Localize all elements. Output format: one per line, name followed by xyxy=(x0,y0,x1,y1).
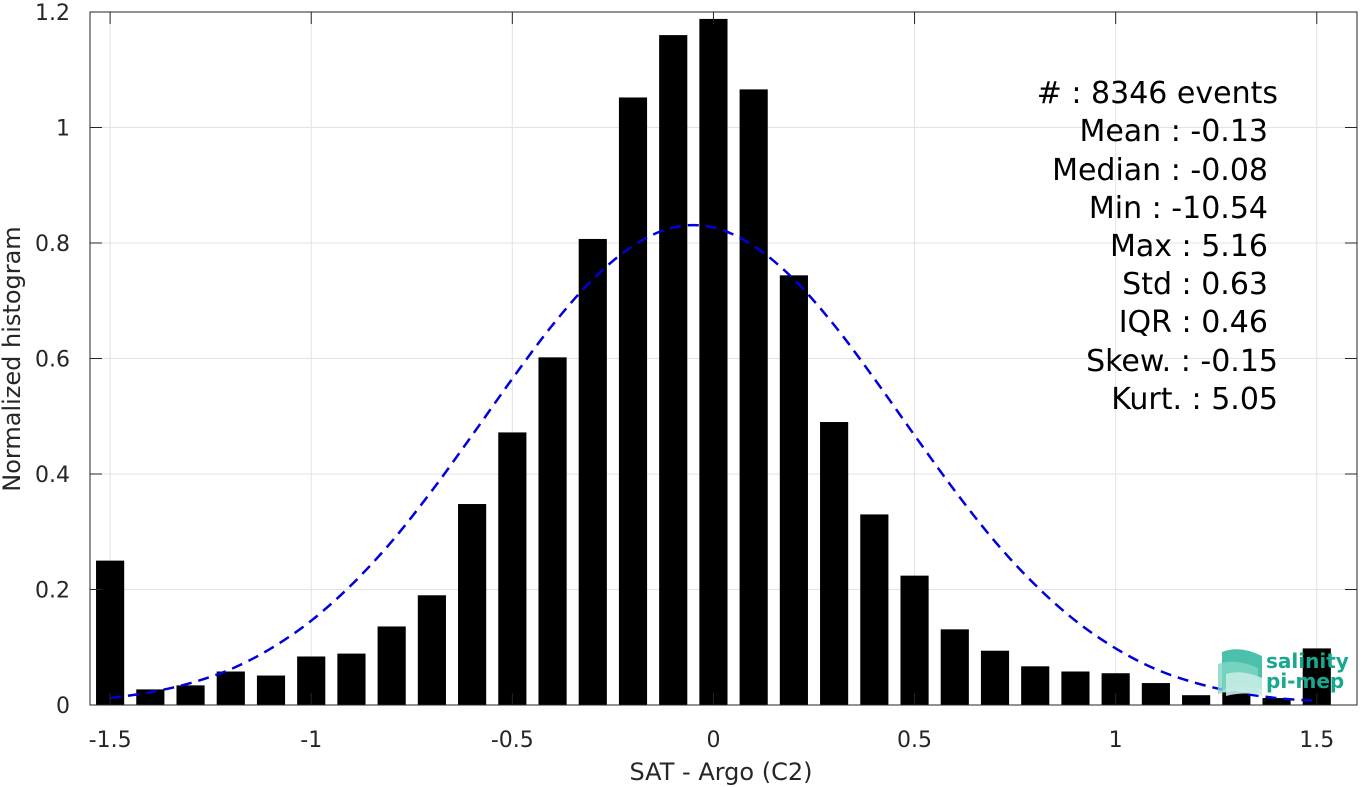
x-tick-label: 0.5 xyxy=(897,728,932,753)
histogram-bar xyxy=(900,575,929,705)
x-tick-label: 1.5 xyxy=(1299,728,1334,753)
histogram-bar xyxy=(1262,698,1291,705)
histogram-bar xyxy=(1182,695,1211,705)
logo-emblem-icon xyxy=(1218,649,1262,696)
stat-std: Std : 0.63 xyxy=(1122,267,1268,302)
histogram-bar xyxy=(1222,692,1251,705)
y-tick-label: 0.2 xyxy=(35,579,70,604)
x-axis-title: SAT - Argo (C2) xyxy=(630,758,813,786)
stat-median: Median : -0.08 xyxy=(1052,153,1268,188)
histogram-bar xyxy=(1061,671,1090,705)
logo-text-salinity: salinity xyxy=(1266,649,1349,673)
histogram-bar xyxy=(779,275,808,705)
x-tick-label: -1.5 xyxy=(89,728,132,753)
stat-skew: Skew. : -0.15 xyxy=(1086,344,1278,379)
histogram-bar xyxy=(256,675,286,705)
y-tick-labels: 0 0.2 0.4 0.6 0.8 1 1.2 xyxy=(35,1,70,719)
histogram-bar xyxy=(940,629,969,705)
y-tick-label: 0 xyxy=(56,694,70,719)
histogram-bar xyxy=(136,689,165,705)
histogram-bar xyxy=(538,357,567,705)
histogram-bar xyxy=(659,35,688,706)
histogram-bar xyxy=(618,97,648,706)
histogram-bar xyxy=(699,18,728,706)
histogram-bar xyxy=(739,89,768,705)
x-tick-label: 0 xyxy=(706,728,720,753)
histogram-bar xyxy=(176,685,205,705)
fit-curve xyxy=(109,223,1317,703)
histogram-bar xyxy=(980,650,1010,705)
stat-min: Min : -10.54 xyxy=(1089,191,1268,226)
histogram-bar xyxy=(578,238,607,705)
histogram-bar xyxy=(860,514,889,705)
x-tick-label: -1 xyxy=(300,728,322,753)
stat-mean: Mean : -0.13 xyxy=(1079,114,1268,149)
y-tick-label: 0.4 xyxy=(35,463,70,488)
stats-box: # : 8346 events Mean : -0.13 Median : -0… xyxy=(1037,76,1278,417)
histogram-bar xyxy=(96,560,125,705)
histogram-bars xyxy=(96,18,1331,706)
histogram-bar xyxy=(216,671,245,705)
histogram-bar xyxy=(417,595,446,705)
histogram-bar xyxy=(458,504,487,705)
salinity-pimep-logo: salinity pi-mep xyxy=(1218,649,1349,696)
y-tick-label: 1 xyxy=(56,117,70,142)
y-tick-label: 0.6 xyxy=(35,348,70,373)
stat-kurt: Kurt. : 5.05 xyxy=(1111,382,1278,417)
y-tick-label: 0.8 xyxy=(35,232,70,257)
axis-ticks xyxy=(90,11,1357,706)
histogram-bar xyxy=(337,653,366,705)
x-tick-label: -0.5 xyxy=(491,728,534,753)
histogram-bar xyxy=(377,626,406,705)
stat-max: Max : 5.16 xyxy=(1110,229,1268,264)
histogram-bar xyxy=(1021,666,1050,705)
y-tick-label: 1.2 xyxy=(35,1,70,26)
histogram-bar xyxy=(820,422,849,705)
logo-text-pimep: pi-mep xyxy=(1266,669,1344,693)
y-axis-title: Normalized histogram xyxy=(0,226,26,491)
histogram-bar xyxy=(498,432,527,705)
x-tick-label: 1 xyxy=(1109,728,1123,753)
histogram-bar xyxy=(1141,683,1170,705)
stat-iqr: IQR : 0.46 xyxy=(1119,305,1268,340)
x-tick-labels: -1.5 -1 -0.5 0 0.5 1 1.5 xyxy=(89,728,1335,753)
stat-count: # : 8346 events xyxy=(1037,76,1278,111)
